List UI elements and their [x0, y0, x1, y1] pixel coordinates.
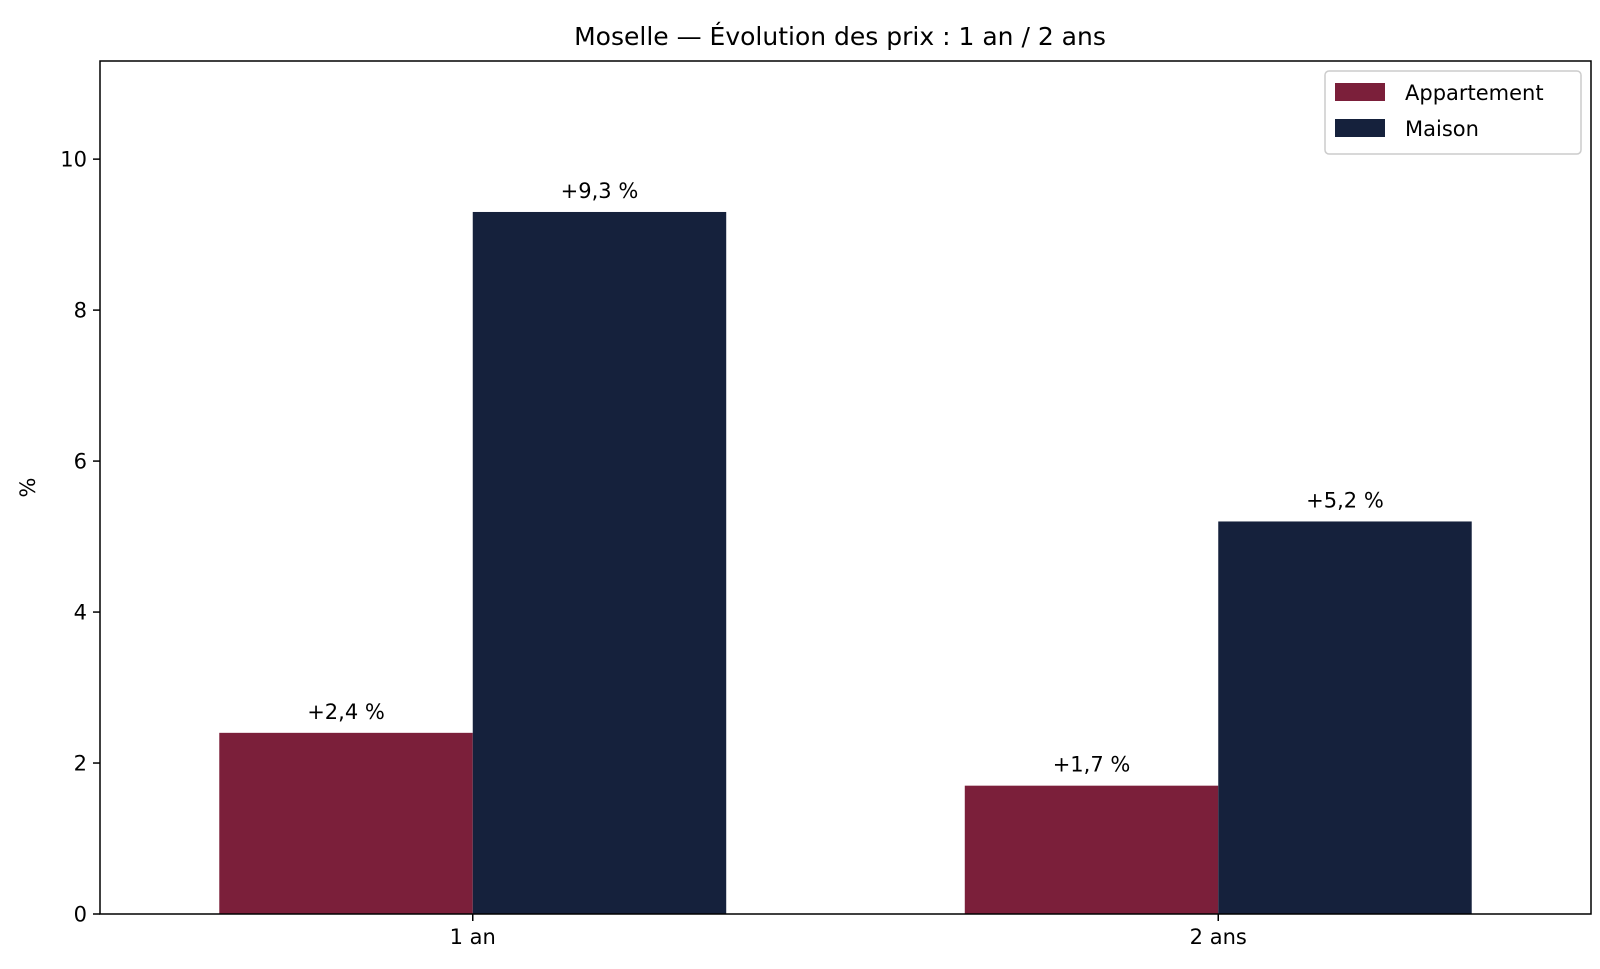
legend-swatch-appartement — [1335, 83, 1385, 101]
y-axis-label: % — [16, 478, 40, 498]
bar-appartement-1 — [219, 732, 473, 914]
x-tick-label: 2 ans — [1190, 925, 1247, 949]
bar-maison-1 — [472, 211, 727, 914]
legend-box — [1324, 70, 1582, 155]
plot-area: +2,4 % +1,7 % +9,3 % +5,2 % — [219, 179, 1472, 914]
legend: Appartement Maison — [1324, 70, 1582, 155]
x-tick-label: 1 an — [450, 925, 496, 949]
bar-maison-2 — [1218, 521, 1472, 914]
y-tick-label: 2 — [74, 752, 87, 776]
y-tick-label: 4 — [74, 601, 87, 625]
data-label-maison-2: +5,2 % — [1306, 488, 1384, 512]
data-label-appartement-1: +2,4 % — [307, 700, 385, 724]
axes: 0 2 4 6 8 10 1 an 2 ans — [60, 148, 1247, 949]
data-label-appartement-2: +1,7 % — [1053, 753, 1131, 777]
y-tick-label: 6 — [74, 450, 87, 474]
data-label-maison-1: +9,3 % — [561, 179, 639, 203]
bar-appartement-2 — [964, 785, 1219, 914]
y-tick-label: 0 — [74, 903, 87, 927]
legend-label-maison: Maison — [1405, 117, 1479, 141]
axes-frame — [99, 60, 1592, 915]
chart-title: Moselle — Évolution des prix : 1 an / 2 … — [574, 22, 1106, 51]
legend-label-appartement: Appartement — [1405, 81, 1544, 105]
y-tick-label: 10 — [60, 148, 87, 172]
y-tick-label: 8 — [74, 299, 87, 323]
legend-swatch-maison — [1335, 119, 1385, 137]
